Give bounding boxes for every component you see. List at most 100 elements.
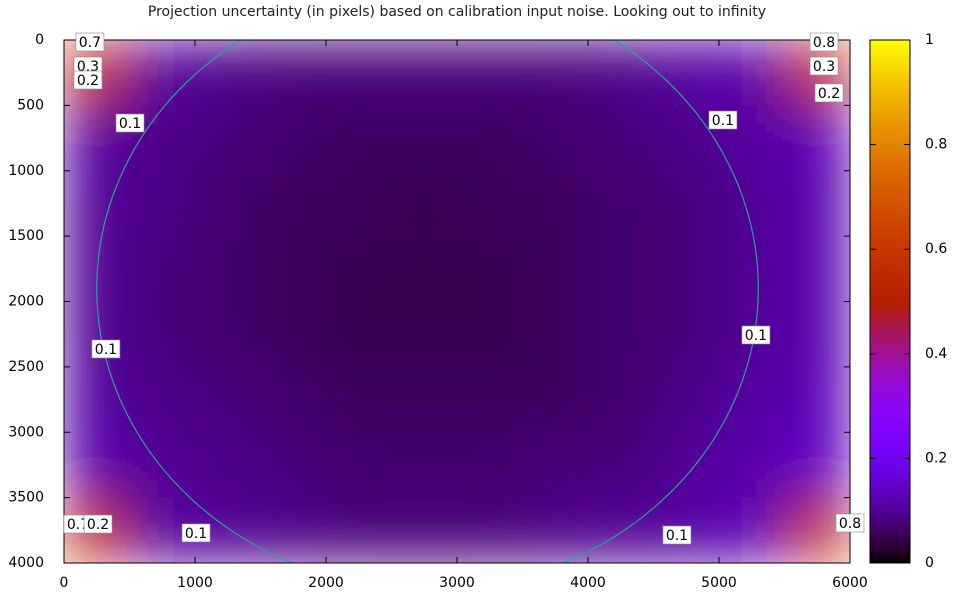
contour-label-text: 0.7 bbox=[79, 35, 101, 51]
heat-cell bbox=[457, 366, 523, 433]
x-tick-label: 4000 bbox=[570, 575, 606, 591]
x-tick-label: 3000 bbox=[439, 575, 475, 591]
contour-label-box bbox=[741, 325, 771, 345]
heat-cell bbox=[719, 40, 785, 106]
contour-label: 0.1 bbox=[181, 523, 211, 543]
heat-cell bbox=[588, 432, 654, 499]
heat-cell bbox=[588, 236, 654, 302]
heat-cell bbox=[64, 432, 130, 499]
chart-title: Projection uncertainty (in pixels) based… bbox=[148, 4, 766, 20]
heat-cell bbox=[260, 301, 327, 368]
heat-cell bbox=[326, 432, 392, 499]
colorbar bbox=[869, 39, 911, 564]
heatmap-cells bbox=[64, 40, 850, 563]
heat-cell bbox=[719, 497, 785, 563]
contour-label: 0.7 bbox=[75, 32, 105, 52]
contour-label-box bbox=[708, 110, 738, 130]
heat-cell bbox=[391, 497, 458, 563]
contour-label-box bbox=[662, 525, 692, 545]
contour-label-text: 0.3 bbox=[813, 59, 835, 75]
contour-label-text: 0.1 bbox=[119, 116, 141, 132]
heat-cell bbox=[129, 40, 196, 106]
x-tick-label: 5000 bbox=[701, 575, 737, 591]
y-tick-label: 500 bbox=[17, 97, 44, 113]
contour-label-box bbox=[115, 113, 145, 133]
heat-cell bbox=[64, 170, 130, 237]
heat-cell bbox=[653, 432, 720, 499]
contour-label-text: 0.2 bbox=[77, 73, 99, 89]
heat-cell bbox=[260, 432, 327, 499]
heat-cell bbox=[326, 105, 392, 172]
contour-label-text: 0.8 bbox=[813, 35, 835, 51]
heat-cell bbox=[653, 236, 720, 302]
heat-cell bbox=[588, 105, 654, 172]
x-tick-label: 1000 bbox=[177, 575, 213, 591]
contour-label-text: 0.2 bbox=[818, 86, 840, 102]
heat-cell bbox=[64, 366, 130, 433]
colorbar-tick-label: 0.2 bbox=[925, 450, 947, 466]
contour-label-text: 0.1 bbox=[95, 342, 117, 358]
contour-label-box bbox=[181, 523, 211, 543]
heat-cell bbox=[784, 105, 850, 172]
contour-label-box bbox=[809, 56, 839, 76]
x-tick-label: 6000 bbox=[832, 575, 868, 591]
heat-cell bbox=[653, 301, 720, 368]
y-tick-label: 0 bbox=[35, 32, 44, 48]
heat-cell bbox=[129, 432, 196, 499]
heat-cell bbox=[195, 432, 261, 499]
contour-label-text: 0.2 bbox=[87, 517, 109, 533]
contour-label-text: 0.8 bbox=[839, 516, 861, 532]
heat-cell bbox=[260, 497, 327, 563]
contour-label-text: 0.1 bbox=[185, 526, 207, 542]
colorbar-tick-label: 0.6 bbox=[925, 241, 947, 257]
heat-cell bbox=[522, 301, 589, 368]
heat-cell bbox=[195, 366, 261, 433]
heat-cell bbox=[719, 236, 785, 302]
heat-cell bbox=[522, 497, 589, 563]
heat-cell bbox=[391, 366, 458, 433]
heat-cell bbox=[522, 170, 589, 237]
contour-label-box bbox=[835, 513, 865, 533]
y-tick-label: 1500 bbox=[8, 228, 44, 244]
heat-cell bbox=[195, 170, 261, 237]
colorbar-tick-label: 0.4 bbox=[925, 346, 947, 362]
heat-cell bbox=[129, 236, 196, 302]
heat-cell bbox=[195, 301, 261, 368]
heat-cell bbox=[784, 236, 850, 302]
heat-cell bbox=[391, 105, 458, 172]
contour-label: 0.2 bbox=[814, 83, 844, 103]
heat-cell bbox=[326, 366, 392, 433]
heat-cell bbox=[129, 170, 196, 237]
heat-cell bbox=[522, 40, 589, 106]
contour-label-box bbox=[73, 70, 103, 90]
heat-cell bbox=[326, 236, 392, 302]
contour-label: 0.2 bbox=[83, 514, 113, 534]
contour-label-text: 0.1 bbox=[712, 113, 734, 129]
heat-cell bbox=[522, 105, 589, 172]
contour-label: 0.2 bbox=[73, 70, 103, 90]
heat-cell bbox=[260, 170, 327, 237]
contours bbox=[96, 40, 759, 563]
y-tick-label: 4000 bbox=[8, 555, 44, 571]
heat-cell bbox=[784, 170, 850, 237]
heat-cell bbox=[784, 366, 850, 433]
heat-cell bbox=[588, 497, 654, 563]
heatmap bbox=[64, 40, 850, 563]
heat-cell bbox=[195, 105, 261, 172]
heat-cell bbox=[260, 40, 327, 106]
heat-cell bbox=[457, 301, 523, 368]
heat-cell bbox=[653, 366, 720, 433]
heat-cell bbox=[326, 301, 392, 368]
heat-cell bbox=[784, 432, 850, 499]
heat-cell bbox=[326, 170, 392, 237]
heat-cell bbox=[457, 432, 523, 499]
heat-cell bbox=[457, 40, 523, 106]
heat-cell bbox=[457, 236, 523, 302]
contour-label-box bbox=[83, 514, 113, 534]
heat-cell bbox=[391, 40, 458, 106]
heat-cell bbox=[260, 236, 327, 302]
y-tick-label: 2500 bbox=[8, 359, 44, 375]
heat-cell bbox=[784, 301, 850, 368]
heat-cell bbox=[588, 366, 654, 433]
